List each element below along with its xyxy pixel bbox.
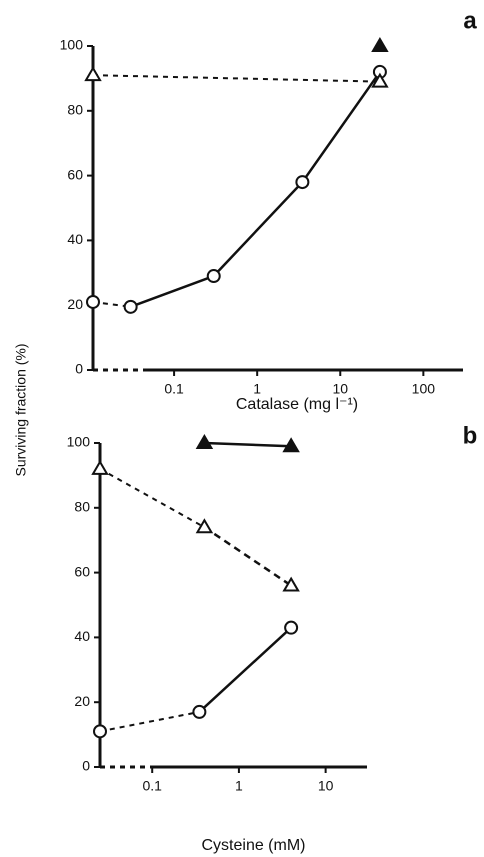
point [282, 437, 300, 453]
y-tick-label: 60 [74, 563, 90, 579]
x-tick-label: 10 [332, 381, 348, 397]
y-tick-label: 40 [67, 231, 83, 247]
series-line [198, 626, 292, 713]
x-axis-label: Cysteine (mM) [201, 837, 305, 854]
point [195, 434, 214, 449]
point [192, 704, 207, 719]
x-tick-label: 100 [412, 381, 436, 397]
panel-label: b [463, 422, 478, 449]
point [206, 269, 221, 284]
x-tick-label: 1 [253, 381, 261, 397]
point [93, 724, 107, 739]
x-tick-label: 1 [235, 778, 243, 794]
point [84, 66, 102, 82]
series-line [130, 71, 381, 308]
y-tick-label: 20 [74, 693, 90, 709]
series-line [204, 441, 292, 448]
panel-label: a [463, 7, 477, 34]
x-tick-label: 0.1 [142, 778, 162, 794]
point [91, 459, 109, 475]
x-tick-label: 0.1 [164, 381, 184, 397]
y-tick-label: 80 [74, 499, 90, 515]
control-connector [99, 710, 200, 733]
point [295, 175, 310, 190]
y-tick-label: 100 [60, 37, 84, 53]
x-tick-label: 10 [318, 778, 334, 794]
y-tick-label: 20 [67, 296, 83, 312]
point [86, 294, 100, 309]
point [284, 620, 299, 635]
y-tick-label: 40 [74, 628, 90, 644]
y-tick-label: 80 [67, 102, 83, 118]
y-tick-label: 60 [67, 166, 83, 182]
point [123, 299, 138, 314]
point [371, 72, 389, 88]
y-tick-label: 0 [82, 758, 90, 774]
point [282, 576, 300, 592]
point [195, 518, 214, 534]
y-tick-label: 100 [67, 434, 91, 450]
x-axis-label: Catalase (mg l⁻¹) [236, 396, 358, 413]
y-axis-label: Surviving fraction (%) [13, 343, 29, 476]
control-connector [99, 468, 205, 529]
point [371, 37, 389, 52]
series-line [203, 526, 292, 587]
y-tick-label: 0 [75, 361, 83, 377]
control-connector [92, 74, 380, 83]
